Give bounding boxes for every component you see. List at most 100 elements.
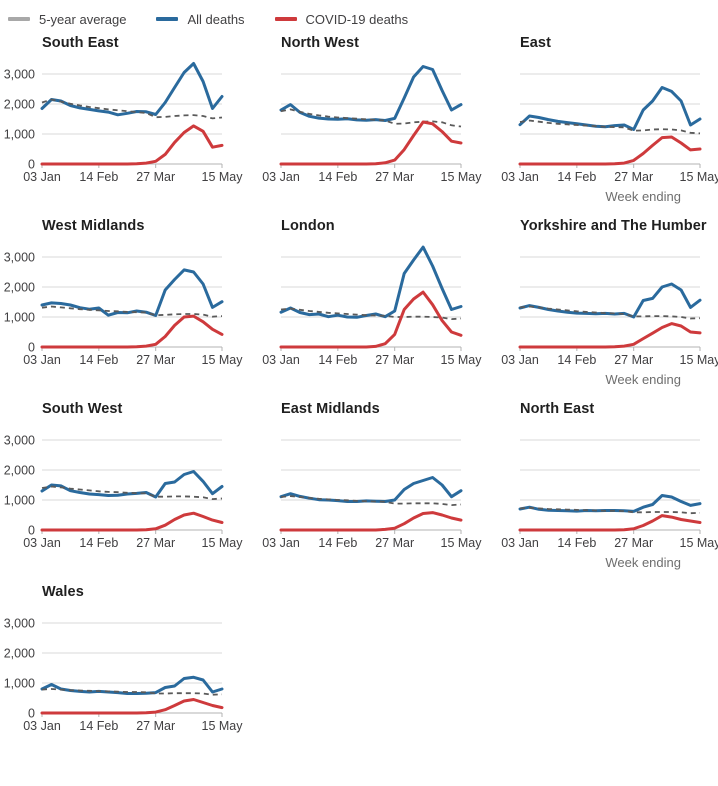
x-axis-note: Week ending [605,555,681,570]
svg-text:14 Feb: 14 Feb [79,719,118,733]
all-deaths-line [279,65,463,122]
five-year-average-line [41,305,223,318]
svg-text:27 Mar: 27 Mar [136,170,175,184]
svg-text:0: 0 [28,707,35,721]
covid-deaths-line [279,511,463,532]
svg-text:14 Feb: 14 Feb [318,536,357,550]
svg-text:14 Feb: 14 Feb [79,536,118,550]
region-title: North West [281,35,360,51]
svg-text:0: 0 [28,158,35,172]
all-deaths-line-icon [156,17,179,21]
svg-text:27 Mar: 27 Mar [614,170,653,184]
5-year-average-line-icon [8,17,30,21]
axis-grid [41,73,223,168]
region-chart: 0 1,000 2,000 3,000 03 Jan 14 Feb 27 Mar 15 May [4,62,243,184]
region-title: Yorkshire and The Humber [520,218,707,234]
svg-text:15 May: 15 May [441,170,483,184]
axis-labels: 03 Jan 14 Feb 27 Mar 15 May [262,170,482,184]
svg-text:27 Mar: 27 Mar [375,170,414,184]
svg-text:15 May: 15 May [680,353,718,367]
x-axis-note: Week ending [605,372,681,387]
axis-grid [519,256,701,351]
axis-labels: 03 Jan 14 Feb 27 Mar 15 May [501,170,718,184]
region-title: Wales [42,584,84,600]
svg-text:1,000: 1,000 [4,128,35,142]
svg-text:15 May: 15 May [202,536,244,550]
charts-grid: South East 0 1,000 2,000 3,000 03 Jan 14 Feb 27… [0,35,718,754]
region-title: East [520,35,552,51]
svg-text:14 Feb: 14 Feb [318,353,357,367]
svg-text:2,000: 2,000 [4,98,35,112]
chart-legend: 5-year average All deaths COVID-19 death… [0,0,718,35]
axis-grid [41,622,223,717]
five-year-average-line [280,108,462,128]
svg-text:03 Jan: 03 Jan [501,353,539,367]
axis-grid [280,439,462,534]
region-chart: 0 1,000 2,000 3,000 03 Jan 14 Feb 27 Mar 15 May [4,251,244,368]
region-chart: 03 Jan 14 Feb 27 Mar 15 May [501,73,718,184]
x-axis-note: Week ending [605,189,681,204]
region-chart: 03 Jan 14 Feb 27 Mar 15 May [262,439,482,550]
svg-text:15 May: 15 May [202,170,244,184]
region-panel: Yorkshire and The Humber 03 Jan 14 Feb 27 M… [478,218,718,388]
svg-text:14 Feb: 14 Feb [318,170,357,184]
five-year-average-line [519,119,701,135]
svg-text:3,000: 3,000 [4,68,35,82]
region-chart: 03 Jan 14 Feb 27 Mar 15 May [501,256,718,367]
axis-labels: 03 Jan 14 Feb 27 Mar 15 May [501,536,718,550]
svg-text:1,000: 1,000 [4,494,35,508]
five-year-average-line [41,485,223,501]
five-year-average-line [280,307,462,321]
axis-labels: 0 1,000 2,000 3,000 03 Jan 14 Feb 27 Mar 15 May [4,68,244,185]
svg-text:03 Jan: 03 Jan [23,353,61,367]
svg-text:03 Jan: 03 Jan [262,353,300,367]
svg-text:14 Feb: 14 Feb [557,170,596,184]
svg-text:0: 0 [28,524,35,538]
svg-text:2,000: 2,000 [4,281,35,295]
svg-text:15 May: 15 May [202,353,244,367]
region-panel: South West 0 1,000 2,000 3,000 03 Jan 14 Feb 27… [0,401,244,571]
svg-text:1,000: 1,000 [4,311,35,325]
five-year-average-line [41,98,223,120]
axis-labels: 03 Jan 14 Feb 27 Mar 15 May [501,353,718,367]
axis-grid [519,73,701,168]
svg-text:27 Mar: 27 Mar [136,536,175,550]
covid-deaths-line [40,314,224,349]
region-title: West Midlands [42,218,145,234]
region-chart: 0 1,000 2,000 3,000 03 Jan 14 Feb 27 Mar 15 May [4,617,244,734]
covid-deaths-line [518,322,702,349]
legend-item-5-year-average: 5-year average [8,12,126,27]
svg-text:0: 0 [28,341,35,355]
region-chart: 03 Jan 14 Feb 27 Mar 15 May [501,439,718,550]
five-year-average-line [519,506,701,515]
region-title: North East [520,401,595,417]
svg-text:15 May: 15 May [441,353,483,367]
small-multiples-deaths-chart: 5-year average All deaths COVID-19 death… [0,0,718,754]
all-deaths-line [40,675,224,695]
covid-deaths-line [518,514,702,532]
region-title: London [281,218,335,234]
svg-text:14 Feb: 14 Feb [557,353,596,367]
region-title: South East [42,35,119,51]
legend-label: All deaths [187,11,245,27]
region-chart: 03 Jan 14 Feb 27 Mar 15 May [262,65,482,184]
legend-item-all-deaths: All deaths [156,11,245,27]
covid-deaths-line [279,290,463,349]
svg-text:27 Mar: 27 Mar [614,353,653,367]
svg-text:2,000: 2,000 [4,464,35,478]
svg-text:15 May: 15 May [202,719,244,733]
covid-deaths-line [40,698,224,715]
svg-text:3,000: 3,000 [4,251,35,265]
region-panel: West Midlands 0 1,000 2,000 3,000 03 Jan 14 Fe… [0,218,244,388]
svg-text:3,000: 3,000 [4,617,35,631]
svg-text:03 Jan: 03 Jan [501,170,539,184]
svg-text:3,000: 3,000 [4,434,35,448]
five-year-average-line [41,688,223,696]
svg-text:14 Feb: 14 Feb [79,353,118,367]
svg-text:27 Mar: 27 Mar [375,536,414,550]
region-panel: East 03 Jan 14 Feb 27 Mar 15 May Week ending [478,35,718,205]
all-deaths-line [40,62,224,117]
